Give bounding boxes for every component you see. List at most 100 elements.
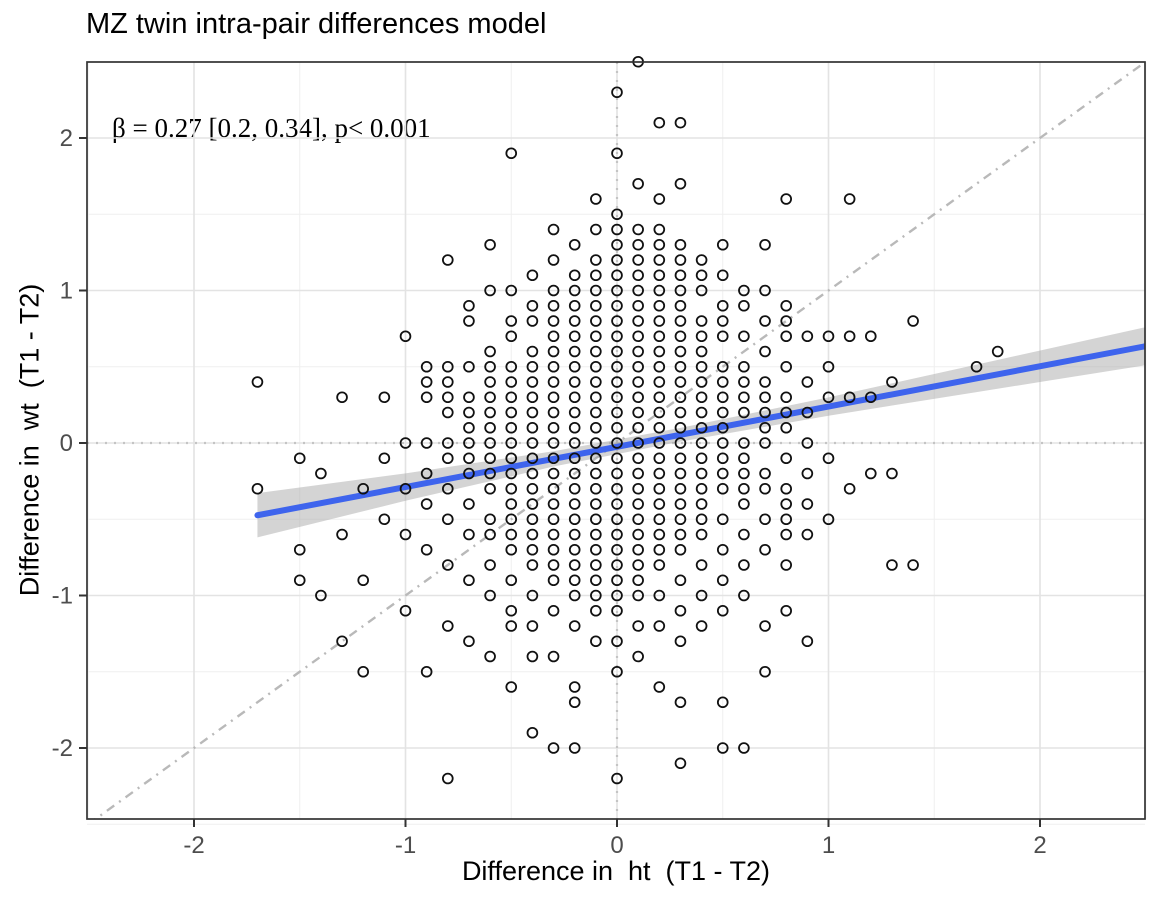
data-point (674, 254, 687, 266)
data-point (526, 345, 539, 358)
data-point (695, 482, 708, 495)
zero-reference-lines (87, 62, 1145, 819)
data-point (568, 589, 581, 602)
data-point (716, 482, 729, 495)
data-point (484, 452, 496, 465)
data-point (653, 543, 666, 556)
data-point (547, 284, 560, 297)
data-point (357, 665, 370, 678)
data-point (547, 513, 560, 526)
data-point (505, 360, 518, 373)
data-point (568, 269, 581, 282)
data-point (780, 482, 792, 495)
data-point (695, 330, 708, 343)
data-point (547, 421, 560, 434)
data-point (484, 467, 496, 480)
data-point (526, 589, 539, 602)
data-point (505, 467, 518, 480)
data-point (759, 315, 771, 327)
data-point (505, 604, 518, 617)
data-point (653, 391, 666, 404)
data-point (716, 696, 729, 709)
data-point (632, 360, 644, 373)
data-point (568, 437, 581, 449)
data-point (336, 528, 348, 541)
data-point (780, 299, 792, 312)
data-point (674, 269, 687, 282)
data-point (674, 391, 687, 404)
data-point (780, 528, 792, 541)
data-point (315, 589, 327, 602)
data-point (526, 467, 539, 480)
data-point (568, 376, 581, 388)
data-point (441, 513, 454, 526)
data-point (738, 498, 750, 510)
data-point (526, 315, 539, 327)
data-point (632, 376, 644, 388)
data-point (441, 482, 454, 495)
data-point (505, 437, 518, 449)
x-tick-label: -2 (183, 832, 204, 859)
data-point (632, 498, 644, 510)
data-point (463, 498, 475, 510)
y-tick-label: 2 (60, 125, 73, 152)
data-point (653, 452, 666, 465)
data-point (463, 360, 475, 373)
data-point (441, 360, 454, 373)
data-point (653, 681, 666, 693)
data-point (801, 406, 814, 419)
data-point (674, 330, 687, 343)
data-point (420, 437, 433, 449)
data-point (674, 543, 687, 556)
data-point (547, 406, 560, 419)
data-point (907, 559, 919, 571)
y-axis-title: Difference in wt (T1 - T2) (14, 283, 45, 597)
data-point (611, 376, 623, 388)
data-point (611, 147, 623, 160)
x-tick-label: 2 (1033, 832, 1046, 859)
data-point (568, 513, 581, 526)
data-point (547, 498, 560, 510)
data-point (632, 391, 644, 404)
data-point (653, 406, 666, 419)
data-point (695, 345, 708, 358)
data-point (568, 330, 581, 343)
data-point (738, 284, 750, 297)
data-point (611, 421, 623, 434)
data-point (251, 482, 264, 495)
data-point (738, 559, 750, 571)
data-point (695, 589, 708, 602)
data-point (759, 482, 771, 495)
data-point (738, 376, 750, 388)
data-point (632, 452, 644, 465)
data-point (463, 406, 475, 419)
data-point (484, 406, 496, 419)
data-point (293, 452, 306, 465)
data-point (759, 620, 771, 632)
data-point (738, 482, 750, 495)
data-point (822, 360, 835, 373)
data-point (526, 726, 539, 739)
data-point (463, 299, 475, 312)
data-point (336, 635, 348, 648)
data-point (611, 360, 623, 373)
data-point (420, 665, 433, 678)
data-point (611, 772, 623, 785)
data-point (590, 330, 602, 343)
data-point (738, 406, 750, 419)
data-point (780, 391, 792, 404)
data-point (484, 345, 496, 358)
data-point (611, 604, 623, 617)
data-point (357, 482, 370, 495)
data-point (526, 360, 539, 373)
data-point (420, 543, 433, 556)
data-point (653, 467, 666, 480)
data-point (526, 543, 539, 556)
data-point (759, 421, 771, 434)
data-point (547, 223, 560, 236)
data-point (505, 406, 518, 419)
data-point (568, 391, 581, 404)
data-point (547, 345, 560, 358)
